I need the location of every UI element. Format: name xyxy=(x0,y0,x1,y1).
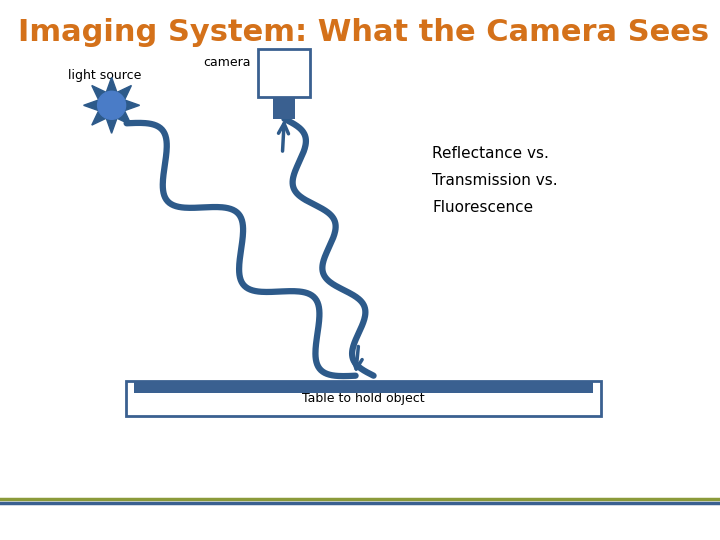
Bar xyxy=(274,97,295,119)
Text: Reflectance vs.
Transmission vs.
Fluorescence: Reflectance vs. Transmission vs. Fluores… xyxy=(432,146,557,215)
Text: Imaging System: What the Camera Sees: Imaging System: What the Camera Sees xyxy=(18,18,709,47)
Text: Table to hold object: Table to hold object xyxy=(302,392,425,405)
Bar xyxy=(258,49,310,97)
Text: light source: light source xyxy=(68,69,141,82)
Bar xyxy=(134,381,593,393)
Circle shape xyxy=(98,91,125,119)
Polygon shape xyxy=(84,77,140,133)
Bar xyxy=(126,381,601,416)
Text: camera: camera xyxy=(204,56,251,70)
